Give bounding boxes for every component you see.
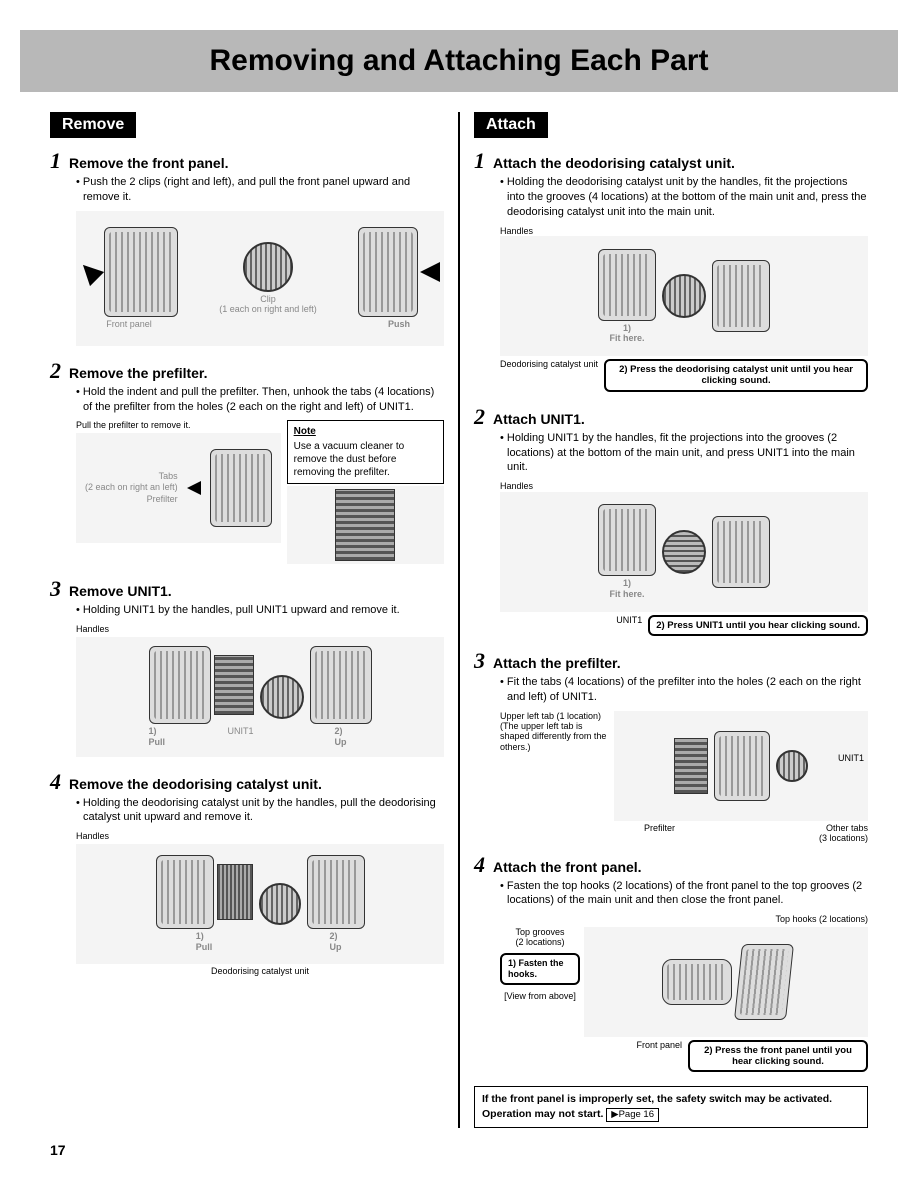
step-desc: • Push the 2 clips (right and left), and… <box>76 175 444 205</box>
label-other-tabs: Other tabs (3 locations) <box>819 823 868 844</box>
label-deodorising: Deodorising catalyst unit <box>76 966 444 976</box>
attach-step-1: 1 Attach the deodorising catalyst unit. … <box>474 150 868 392</box>
step-number: 2 <box>474 406 485 428</box>
diagram-attach-1: 1) Fit here. <box>500 236 868 356</box>
diagram-attach-4 <box>584 927 868 1037</box>
diagram-remove-2b <box>287 486 444 564</box>
note-box: Note Use a vacuum cleaner to remove the … <box>287 420 444 484</box>
note-text: Use a vacuum cleaner to remove the dust … <box>294 440 437 479</box>
step-desc: • Fasten the top hooks (2 locations) of … <box>500 879 868 909</box>
label-unit1: UNIT1 <box>616 615 642 625</box>
step-title: Attach the deodorising catalyst unit. <box>493 155 735 171</box>
label-handles: Handles <box>76 831 444 841</box>
diagram-attach-2: 1) Fit here. <box>500 492 868 612</box>
label-unit1: UNIT1 <box>496 753 864 763</box>
label-top-hooks: Top hooks (2 locations) <box>500 914 868 924</box>
callout-press: 2) Press UNIT1 until you hear clicking s… <box>648 615 868 636</box>
label-up: 2) Up <box>330 931 342 952</box>
remove-step-1: 1 Remove the front panel. • Push the 2 c… <box>50 150 444 346</box>
step-number: 4 <box>50 771 61 793</box>
page-number: 17 <box>50 1142 868 1158</box>
label-handles: Handles <box>500 226 868 236</box>
warning-box: If the front panel is improperly set, th… <box>474 1086 868 1128</box>
step-desc: • Hold the indent and pull the prefilter… <box>76 385 444 415</box>
step-title: Remove UNIT1. <box>69 583 172 599</box>
step-desc: • Fit the tabs (4 locations) of the pref… <box>500 675 868 705</box>
note-title: Note <box>294 425 437 438</box>
step-number: 3 <box>50 578 61 600</box>
step-title: Remove the prefilter. <box>69 365 208 381</box>
step-number: 1 <box>50 150 61 172</box>
label-push: Push <box>388 319 410 329</box>
label-pull-prefilter: Pull the prefilter to remove it. <box>76 420 281 430</box>
step-desc: • Holding the deodorising catalyst unit … <box>500 175 868 220</box>
label-clip: Clip (1 each on right and left) <box>219 294 317 315</box>
label-front-panel: Front panel <box>636 1040 682 1050</box>
diagram-remove-4: 1) Pull 2) Up <box>76 844 444 964</box>
step-number: 1 <box>474 150 485 172</box>
callout-press: 2) Press the deodorising catalyst unit u… <box>604 359 868 392</box>
remove-step-2: 2 Remove the prefilter. • Hold the inden… <box>50 360 444 565</box>
label-view: [View from above] <box>504 991 576 1001</box>
diagram-remove-3: 1) Pull UNIT1 2) Up <box>76 637 444 757</box>
step-title: Attach UNIT1. <box>493 411 585 427</box>
page-title: Removing and Attaching Each Part <box>40 44 878 78</box>
label-upper-tab: Upper left tab (1 location) (The upper l… <box>500 711 610 752</box>
attach-step-2: 2 Attach UNIT1. • Holding UNIT1 by the h… <box>474 406 868 636</box>
label-fit: 1) Fit here. <box>609 578 644 599</box>
callout-press: 2) Press the front panel until you hear … <box>688 1040 868 1073</box>
step-desc: • Holding the deodorising catalyst unit … <box>76 796 444 826</box>
label-prefilter: Prefilter <box>147 494 178 504</box>
label-up: 2) Up <box>335 726 347 747</box>
attach-step-4: 4 Attach the front panel. • Fasten the t… <box>474 854 868 1073</box>
callout-fasten: 1) Fasten the hooks. <box>500 953 580 985</box>
label-pull: 1) Pull <box>149 726 166 747</box>
label-fit: 1) Fit here. <box>609 323 644 344</box>
diagram-remove-1: Front panel Clip (1 each on right and le… <box>76 211 444 346</box>
attach-label: Attach <box>474 112 548 138</box>
step-title: Attach the prefilter. <box>493 655 621 671</box>
remove-step-3: 3 Remove UNIT1. • Holding UNIT1 by the h… <box>50 578 444 756</box>
label-tabs: Tabs (2 each on right an left) <box>85 471 178 492</box>
step-number: 3 <box>474 650 485 672</box>
label-unit1: UNIT1 <box>227 726 253 747</box>
label-top-grooves: Top grooves (2 locations) <box>515 927 564 948</box>
page-title-bar: Removing and Attaching Each Part <box>20 30 898 92</box>
attach-step-3: 3 Attach the prefilter. • Fit the tabs (… <box>474 650 868 854</box>
attach-column: Attach 1 Attach the deodorising catalyst… <box>458 112 868 1128</box>
step-title: Attach the front panel. <box>493 859 642 875</box>
step-desc: • Holding UNIT1 by the handles, pull UNI… <box>76 603 444 618</box>
diagram-remove-2a: Tabs (2 each on right an left) Prefilter <box>76 433 281 543</box>
step-number: 2 <box>50 360 61 382</box>
step-number: 4 <box>474 854 485 876</box>
step-title: Remove the deodorising catalyst unit. <box>69 776 322 792</box>
step-title: Remove the front panel. <box>69 155 228 171</box>
label-handles: Handles <box>500 481 868 491</box>
step-desc: • Holding UNIT1 by the handles, fit the … <box>500 431 868 476</box>
content-columns: Remove 1 Remove the front panel. • Push … <box>50 112 868 1128</box>
remove-column: Remove 1 Remove the front panel. • Push … <box>50 112 444 990</box>
label-deodorising: Deodorising catalyst unit <box>500 359 598 369</box>
label-front-panel: Front panel <box>106 319 152 329</box>
label-pull: 1) Pull <box>196 931 213 952</box>
label-prefilter: Prefilter <box>500 823 819 844</box>
diagram-attach-3 <box>614 711 868 821</box>
remove-label: Remove <box>50 112 136 138</box>
label-handles: Handles <box>76 624 444 634</box>
page-ref: ▶Page 16 <box>606 1108 659 1123</box>
remove-step-4: 4 Remove the deodorising catalyst unit. … <box>50 771 444 976</box>
